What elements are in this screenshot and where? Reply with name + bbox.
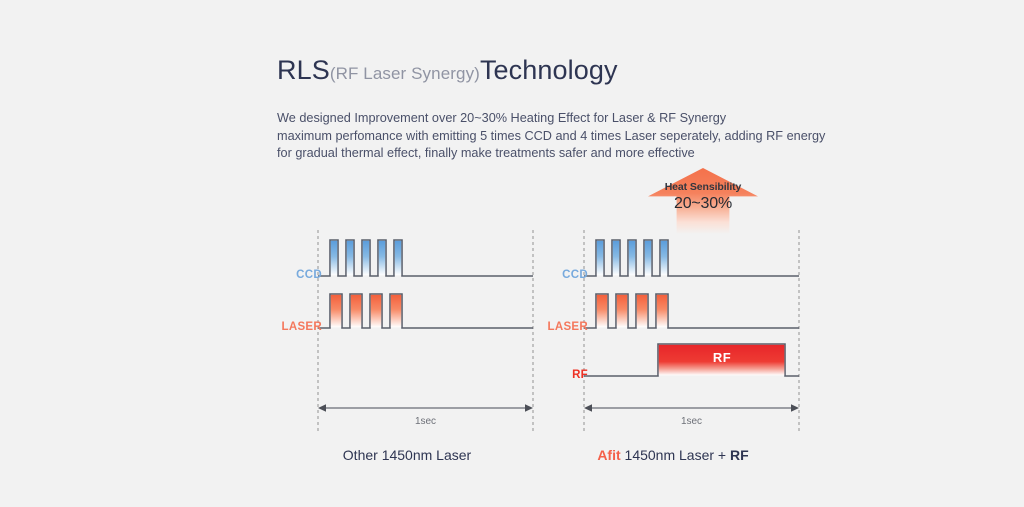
laser-trace: [318, 293, 533, 329]
caption-other-laser-text: Other 1450nm Laser: [342, 447, 472, 463]
caption-brand-afit: Afit: [597, 447, 621, 463]
rf-block: [584, 343, 799, 377]
duration-label: 1sec: [414, 416, 437, 427]
heat-sensibility-text: Heat Sensibility 20~30%: [648, 182, 758, 212]
caption-afit-laser-rf: Afit 1450nm Laser + RF: [538, 447, 808, 463]
duration-arrow: [318, 404, 533, 412]
description-block: We designed Improvement over 20~30% Heat…: [277, 110, 825, 163]
caption-other-laser: Other 1450nm Laser: [272, 447, 542, 463]
heat-sensibility-label: Heat Sensibility: [664, 181, 742, 193]
title-technology: Technology: [479, 55, 618, 85]
ccd-trace: [584, 239, 799, 277]
description-line-3: for gradual thermal effect, finally make…: [277, 146, 695, 160]
heat-sensibility-value: 20~30%: [674, 194, 732, 212]
axis-label-laser: LASER: [547, 321, 588, 333]
chart-panel-afit-laser-rf: CCD LASER RF RF 1sec: [538, 228, 808, 458]
description-line-2: maximum perfomance with emitting 5 times…: [277, 128, 826, 143]
ccd-trace: [318, 239, 533, 277]
caption-afit-rest: 1450nm Laser +: [620, 447, 730, 463]
title-rls: RLS: [277, 55, 330, 85]
chart-panel-other-laser: CCD LASER 1sec: [272, 228, 542, 458]
laser-trace: [584, 293, 799, 329]
duration-arrow: [584, 404, 799, 412]
axis-label-rf: RF: [572, 369, 588, 381]
page-title: RLS(RF Laser Synergy)Technology: [277, 55, 618, 86]
caption-afit-rf: RF: [730, 447, 749, 463]
axis-label-ccd: CCD: [296, 269, 322, 281]
axis-label-ccd: CCD: [562, 269, 588, 281]
axis-label-laser: LASER: [281, 321, 322, 333]
heat-sensibility-badge: Heat Sensibility 20~30%: [648, 168, 758, 234]
rf-block-label: RF: [712, 350, 732, 365]
timing-diagram-right: [583, 230, 800, 433]
title-parenthetical: (RF Laser Synergy): [329, 64, 480, 83]
timing-diagram-left: [317, 230, 534, 433]
duration-label: 1sec: [680, 416, 703, 427]
description-line-1: We designed Improvement over 20~30% Heat…: [277, 111, 727, 125]
